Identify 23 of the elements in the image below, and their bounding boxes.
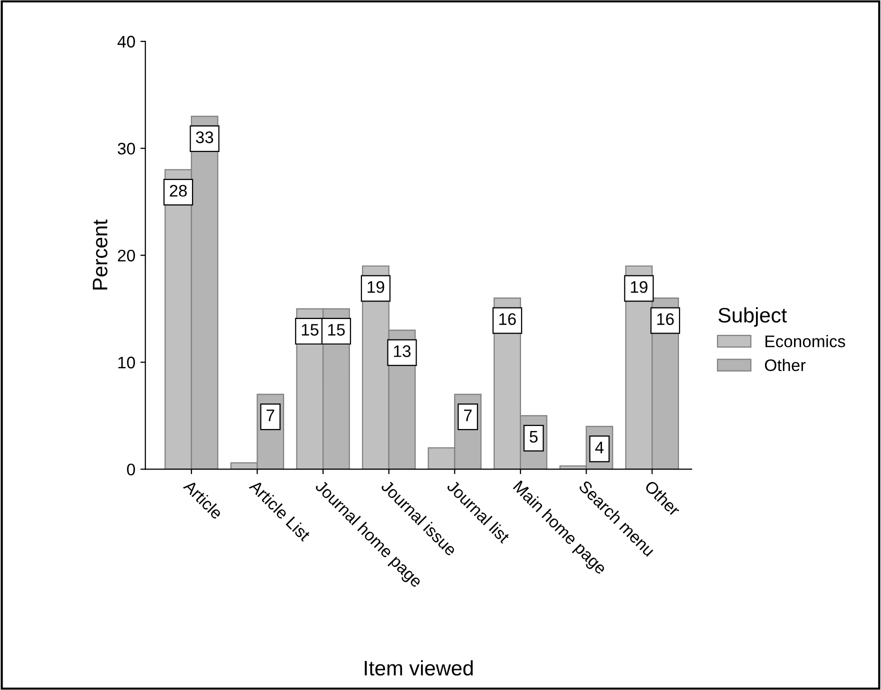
legend-title: Subject xyxy=(718,307,787,327)
y-tick-label: 0 xyxy=(127,464,135,476)
data-label: 7 xyxy=(266,410,274,422)
y-tick-label: 10 xyxy=(118,356,135,368)
x-axis-title: Item viewed xyxy=(364,660,473,676)
data-label: 15 xyxy=(302,324,318,336)
data-label: 19 xyxy=(630,281,648,293)
y-tick-label: 20 xyxy=(118,250,135,262)
y-tick-label: 30 xyxy=(118,142,135,155)
data-label: 4 xyxy=(595,442,604,454)
y-tick-label: 40 xyxy=(117,36,135,48)
data-label: 16 xyxy=(657,313,674,326)
data-label: 5 xyxy=(530,431,538,443)
data-label: 28 xyxy=(170,184,187,197)
data-label: 15 xyxy=(328,324,345,336)
data-label: 33 xyxy=(196,131,214,144)
data-label: 13 xyxy=(394,345,411,358)
legend-label: Other xyxy=(764,358,806,372)
data-label: 7 xyxy=(464,410,472,422)
y-axis-title: Percent xyxy=(92,220,108,290)
legend-label: Economics xyxy=(766,335,846,348)
data-label: 16 xyxy=(499,313,516,326)
data-label: 19 xyxy=(368,281,384,293)
